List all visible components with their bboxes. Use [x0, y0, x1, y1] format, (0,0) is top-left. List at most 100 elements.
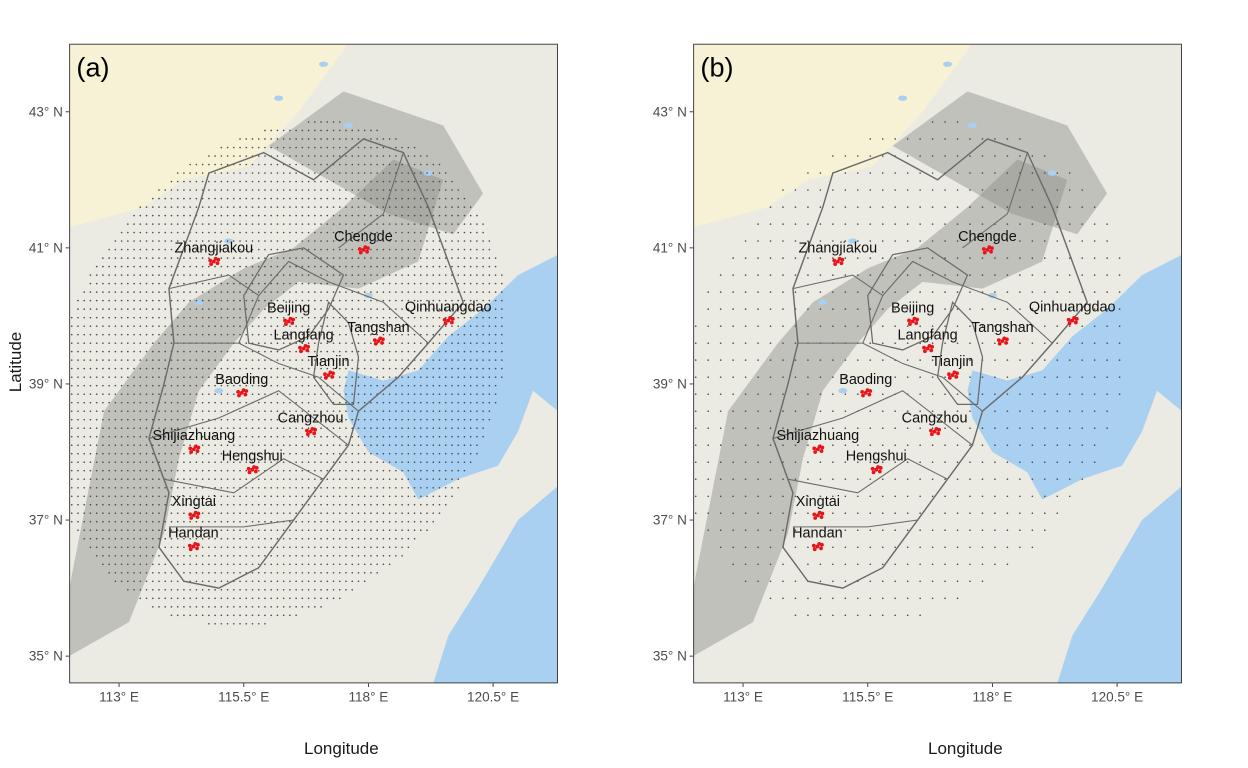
grid-point	[363, 393, 366, 395]
monitoring-station	[239, 390, 244, 395]
grid-point	[357, 138, 360, 140]
grid-point	[183, 376, 185, 378]
grid-point	[401, 240, 403, 242]
grid-point	[382, 461, 385, 464]
grid-point	[276, 146, 279, 149]
grid-point	[151, 206, 154, 208]
grid-point	[276, 571, 279, 574]
grid-point	[301, 401, 304, 404]
monitoring-station	[286, 319, 291, 324]
grid-point	[208, 554, 210, 557]
grid-point	[469, 333, 472, 336]
grid-point	[370, 350, 372, 353]
grid-point	[931, 478, 934, 480]
monitoring-station	[1070, 318, 1075, 323]
grid-point	[345, 588, 347, 591]
grid-point	[407, 478, 410, 480]
grid-point	[451, 189, 453, 191]
grid-point	[457, 376, 460, 378]
grid-point	[226, 486, 229, 489]
grid-point	[919, 376, 921, 378]
grid-point	[345, 503, 347, 506]
grid-point	[270, 469, 273, 472]
grid-point	[326, 520, 329, 523]
grid-point	[195, 435, 198, 438]
grid-point	[314, 265, 316, 268]
grid-point	[176, 486, 179, 489]
grid-point	[832, 257, 834, 259]
grid-point	[257, 554, 260, 557]
grid-point	[769, 410, 772, 412]
grid-point	[413, 503, 416, 506]
grid-point	[320, 486, 322, 489]
grid-point	[58, 470, 60, 472]
grid-point	[1081, 189, 1084, 191]
grid-point	[382, 503, 385, 506]
grid-point	[114, 478, 117, 480]
grid-point	[133, 410, 135, 412]
grid-point	[127, 529, 129, 532]
grid-point	[226, 367, 229, 370]
grid-point	[769, 206, 772, 208]
grid-point	[994, 359, 996, 361]
grid-point	[208, 435, 210, 438]
grid-point	[376, 206, 378, 208]
grid-point	[351, 580, 354, 583]
grid-point	[338, 333, 341, 336]
grid-point	[444, 384, 447, 387]
grid-point	[295, 563, 297, 566]
grid-point	[326, 231, 329, 234]
grid-point	[307, 138, 310, 140]
grid-point	[257, 206, 260, 208]
grid-point	[469, 384, 472, 387]
grid-point	[332, 444, 335, 447]
grid-point	[463, 257, 466, 259]
grid-point	[276, 427, 279, 430]
grid-point	[89, 299, 92, 302]
grid-point	[944, 206, 946, 208]
grid-point	[451, 214, 453, 217]
grid-point	[351, 401, 354, 404]
grid-point	[245, 597, 248, 600]
grid-point	[183, 571, 185, 574]
grid-point	[282, 214, 285, 217]
grid-point	[251, 350, 254, 353]
monitoring-station	[1067, 321, 1072, 326]
grid-point	[176, 418, 179, 421]
grid-point	[208, 571, 210, 574]
grid-point	[183, 401, 185, 404]
grid-point	[195, 486, 198, 489]
grid-point	[376, 240, 378, 242]
grid-point	[807, 189, 809, 191]
grid-point	[270, 571, 273, 574]
grid-point	[314, 537, 316, 540]
grid-point	[807, 546, 809, 549]
grid-point	[407, 444, 410, 447]
grid-point	[120, 291, 123, 293]
grid-point	[276, 554, 279, 557]
grid-point	[208, 180, 210, 183]
grid-point	[1068, 308, 1071, 310]
grid-point	[158, 189, 160, 191]
lake	[967, 122, 977, 129]
grid-point	[476, 359, 478, 361]
grid-point	[463, 223, 466, 225]
grid-point	[239, 478, 241, 480]
grid-point	[226, 248, 229, 251]
yellow-sea	[1057, 486, 1182, 684]
grid-point	[1006, 206, 1009, 208]
grid-point	[83, 529, 86, 532]
grid-point	[376, 427, 378, 430]
grid-point	[332, 265, 335, 268]
grid-point	[295, 308, 297, 310]
grid-point	[257, 248, 260, 251]
grid-point	[1106, 308, 1108, 310]
grid-point	[102, 265, 104, 268]
grid-point	[201, 257, 204, 259]
grid-point	[881, 614, 884, 617]
grid-point	[164, 486, 167, 489]
grid-point	[444, 282, 447, 285]
grid-point	[1006, 393, 1009, 395]
grid-point	[189, 163, 191, 166]
grid-point	[388, 299, 391, 302]
